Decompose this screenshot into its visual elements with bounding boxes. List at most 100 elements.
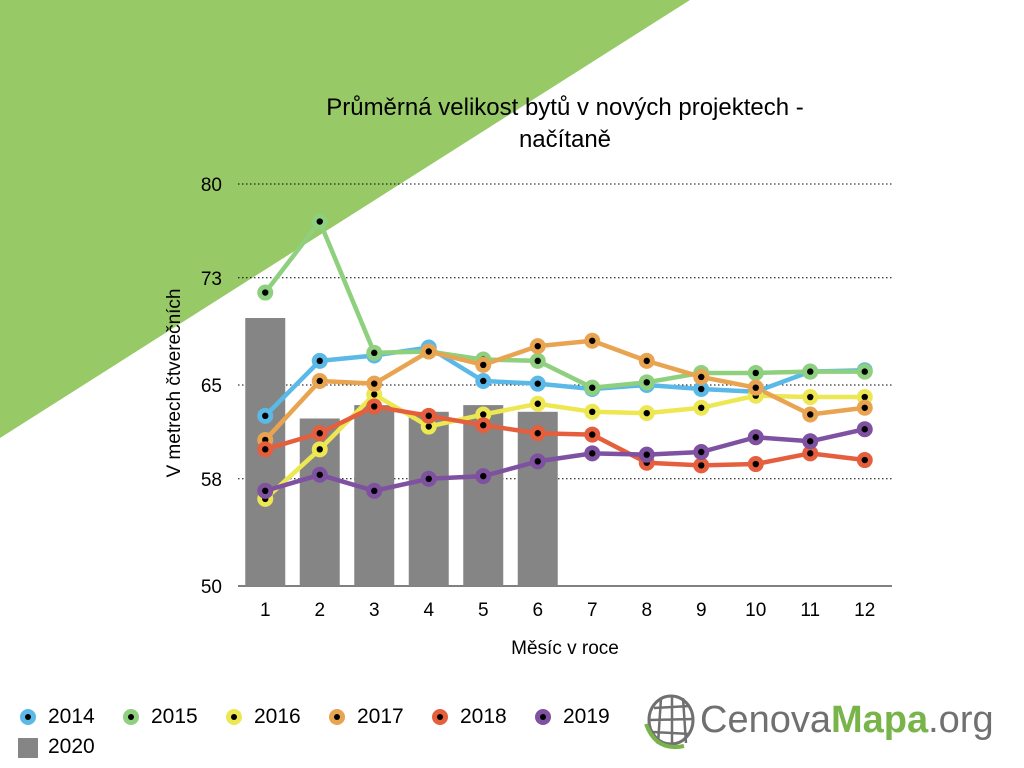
x-tick-label: 7 xyxy=(587,600,598,621)
bar-2020 xyxy=(408,411,449,586)
point-center-2016 xyxy=(316,446,323,453)
decorative-triangle xyxy=(0,0,690,438)
series-line-2017 xyxy=(263,338,867,443)
legend-marker-icon xyxy=(20,709,36,725)
point-center-2018 xyxy=(316,430,323,437)
point-center-2017 xyxy=(643,357,650,365)
point-center-2019 xyxy=(425,475,432,482)
point-center-2019 xyxy=(371,487,378,495)
legend-label: 2019 xyxy=(563,705,610,728)
point-center-2019 xyxy=(262,487,269,495)
point-center-2018 xyxy=(861,456,868,464)
point-center-2017 xyxy=(534,342,541,350)
logo-text-cenova: Cenova xyxy=(700,699,831,741)
point-center-2018 xyxy=(698,462,705,469)
x-tick-label: 8 xyxy=(641,600,652,621)
point-center-2015 xyxy=(643,379,650,386)
point-center-2015 xyxy=(316,218,323,225)
point-center-2016 xyxy=(807,393,814,401)
y-tick-label: 73 xyxy=(201,269,222,290)
point-center-2019 xyxy=(807,438,814,445)
point-center-2017 xyxy=(371,380,378,387)
x-tick-label: 2 xyxy=(314,600,325,621)
series-line-2014 xyxy=(263,345,867,419)
x-tick-label: 11 xyxy=(800,600,820,621)
point-center-2017 xyxy=(752,384,759,391)
x-tick-label: 1 xyxy=(260,600,271,621)
point-center-2014 xyxy=(480,377,487,385)
point-center-2015 xyxy=(589,384,596,391)
logo-text-mapa: Mapa xyxy=(830,699,929,741)
y-axis-label: V metrech čtverečních xyxy=(164,288,185,477)
x-tick-label: 4 xyxy=(423,600,434,621)
chart-legend: 2014 2015 2016 2017 2018 2019 2020 xyxy=(18,704,638,764)
logo-wordmark: CenovaMapa.org xyxy=(700,695,994,745)
series-line-2016 xyxy=(263,392,867,502)
y-tick-label: 50 xyxy=(201,577,222,598)
point-center-2018 xyxy=(425,412,432,420)
y-tick-label: 65 xyxy=(201,376,222,397)
point-center-2016 xyxy=(371,391,378,398)
point-center-2019 xyxy=(698,448,705,456)
chart-title: Průměrná velikost bytů v nových projekte… xyxy=(230,92,900,156)
legend-marker-icon xyxy=(226,709,242,725)
point-center-2019 xyxy=(861,426,868,433)
point-center-2017 xyxy=(589,337,596,344)
point-center-2019 xyxy=(534,458,541,465)
point-center-2018 xyxy=(534,430,541,437)
point-center-2018 xyxy=(752,460,759,468)
point-center-2017 xyxy=(861,404,868,411)
series-line-2019 xyxy=(263,426,867,494)
globe-grid-icon xyxy=(644,694,695,749)
point-center-2015 xyxy=(861,368,868,375)
legend-label: 2020 xyxy=(48,735,95,758)
point-center-2018 xyxy=(371,403,378,410)
point-center-2018 xyxy=(262,446,269,453)
legend-marker-icon xyxy=(329,709,345,725)
logo: CenovaMapa.org xyxy=(640,686,1020,756)
point-center-2016 xyxy=(425,423,432,430)
chart-title-line-1: Průměrná velikost bytů v nových projekte… xyxy=(326,94,804,121)
point-center-2015 xyxy=(534,357,541,365)
bar-2020 xyxy=(463,405,504,586)
legend-bar-swatch xyxy=(18,738,38,758)
point-center-2018 xyxy=(589,431,596,438)
point-center-2017 xyxy=(698,373,705,381)
legend-label: 2017 xyxy=(357,705,404,728)
point-center-2017 xyxy=(480,361,487,369)
legend-marker-icon xyxy=(432,709,448,725)
point-center-2019 xyxy=(480,472,487,480)
point-center-2019 xyxy=(752,434,759,441)
point-center-2016 xyxy=(534,400,541,407)
x-tick-label: 6 xyxy=(532,600,543,621)
legend-label: 2016 xyxy=(254,705,301,728)
point-center-2014 xyxy=(316,357,323,365)
point-center-2016 xyxy=(643,409,650,417)
point-center-2016 xyxy=(589,408,596,415)
point-center-2017 xyxy=(425,348,432,355)
point-center-2019 xyxy=(316,471,323,478)
point-center-2015 xyxy=(262,289,269,296)
logo-text-org: .org xyxy=(928,699,994,741)
point-center-2018 xyxy=(807,450,814,457)
point-center-2016 xyxy=(480,411,487,418)
x-tick-label: 10 xyxy=(745,600,766,621)
point-center-2014 xyxy=(262,412,269,420)
point-center-2014 xyxy=(534,380,541,387)
x-tick-label: 5 xyxy=(478,600,489,621)
x-tick-label: 9 xyxy=(696,600,707,621)
x-tick-label: 3 xyxy=(369,600,380,621)
point-center-2017 xyxy=(807,411,814,418)
legend-marker-icon xyxy=(123,709,139,725)
series-line-2015 xyxy=(263,219,867,390)
x-tick-label: 12 xyxy=(854,600,875,621)
point-center-2016 xyxy=(698,404,705,411)
point-center-2016 xyxy=(861,393,868,401)
point-center-2019 xyxy=(643,451,650,458)
y-tick-label: 58 xyxy=(201,470,222,491)
point-center-2019 xyxy=(589,450,596,457)
point-center-2017 xyxy=(316,377,323,385)
y-tick-label: 80 xyxy=(201,175,222,196)
